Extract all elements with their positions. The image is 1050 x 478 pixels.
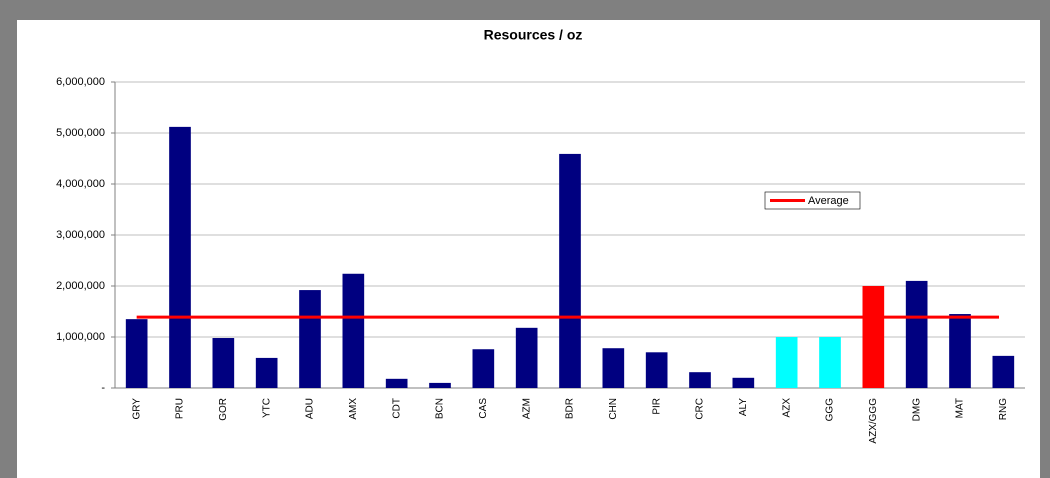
- x-tick-label: YTC: [261, 398, 272, 418]
- y-tick-label: 4,000,000: [56, 178, 105, 190]
- x-tick-label: CRC: [695, 398, 706, 420]
- bar: [732, 377, 755, 388]
- bar: [775, 337, 798, 388]
- bar: [212, 338, 235, 388]
- x-tick-label: BDR: [565, 398, 576, 419]
- bar: [905, 280, 928, 388]
- y-tick-label: 1,000,000: [56, 331, 105, 343]
- x-tick-label: PIR: [651, 398, 662, 415]
- x-tick-label: GOR: [218, 398, 229, 421]
- x-tick-label: CHN: [608, 398, 619, 420]
- y-tick-label: -: [101, 382, 105, 394]
- legend-label: Average: [808, 195, 849, 207]
- bar: [342, 273, 365, 388]
- x-tick-label: AZM: [521, 398, 532, 419]
- bar: [429, 382, 451, 388]
- x-tick-label: CDT: [391, 398, 402, 419]
- x-tick-label: ALY: [738, 398, 749, 416]
- bar: [472, 349, 495, 388]
- bar: [819, 337, 841, 388]
- x-tick-label: GRY: [131, 398, 142, 420]
- x-tick-label: ADU: [305, 398, 316, 419]
- bar: [385, 378, 408, 388]
- legend: [764, 191, 861, 210]
- x-tick-label: PRU: [175, 398, 186, 419]
- x-tick-label: AZX/GGG: [868, 398, 879, 444]
- bar: [602, 348, 625, 388]
- bar: [299, 290, 321, 388]
- y-tick-label: 3,000,000: [56, 229, 105, 241]
- x-tick-label: AZX: [781, 398, 792, 418]
- bar: [515, 327, 538, 388]
- x-tick-label: DMG: [911, 398, 922, 422]
- x-tick-label: BCN: [435, 398, 446, 419]
- bar: [992, 355, 1015, 388]
- bar: [559, 153, 581, 388]
- x-tick-label: AMX: [348, 398, 359, 420]
- bar: [125, 319, 148, 388]
- y-tick-label: 2,000,000: [56, 280, 105, 292]
- bar: [645, 352, 668, 388]
- chart-title: Resources / oz: [484, 27, 583, 43]
- x-tick-label: RNG: [998, 398, 1009, 420]
- bar: [949, 314, 971, 388]
- y-tick-label: 5,000,000: [56, 127, 105, 139]
- x-tick-label: CAS: [478, 398, 489, 419]
- bar: [862, 286, 885, 388]
- x-tick-label: GGG: [825, 398, 836, 422]
- bar: [255, 357, 278, 388]
- y-tick-label: 6,000,000: [56, 76, 105, 88]
- bar: [169, 126, 191, 388]
- bar: [689, 372, 711, 388]
- x-tick-label: MAT: [955, 398, 966, 418]
